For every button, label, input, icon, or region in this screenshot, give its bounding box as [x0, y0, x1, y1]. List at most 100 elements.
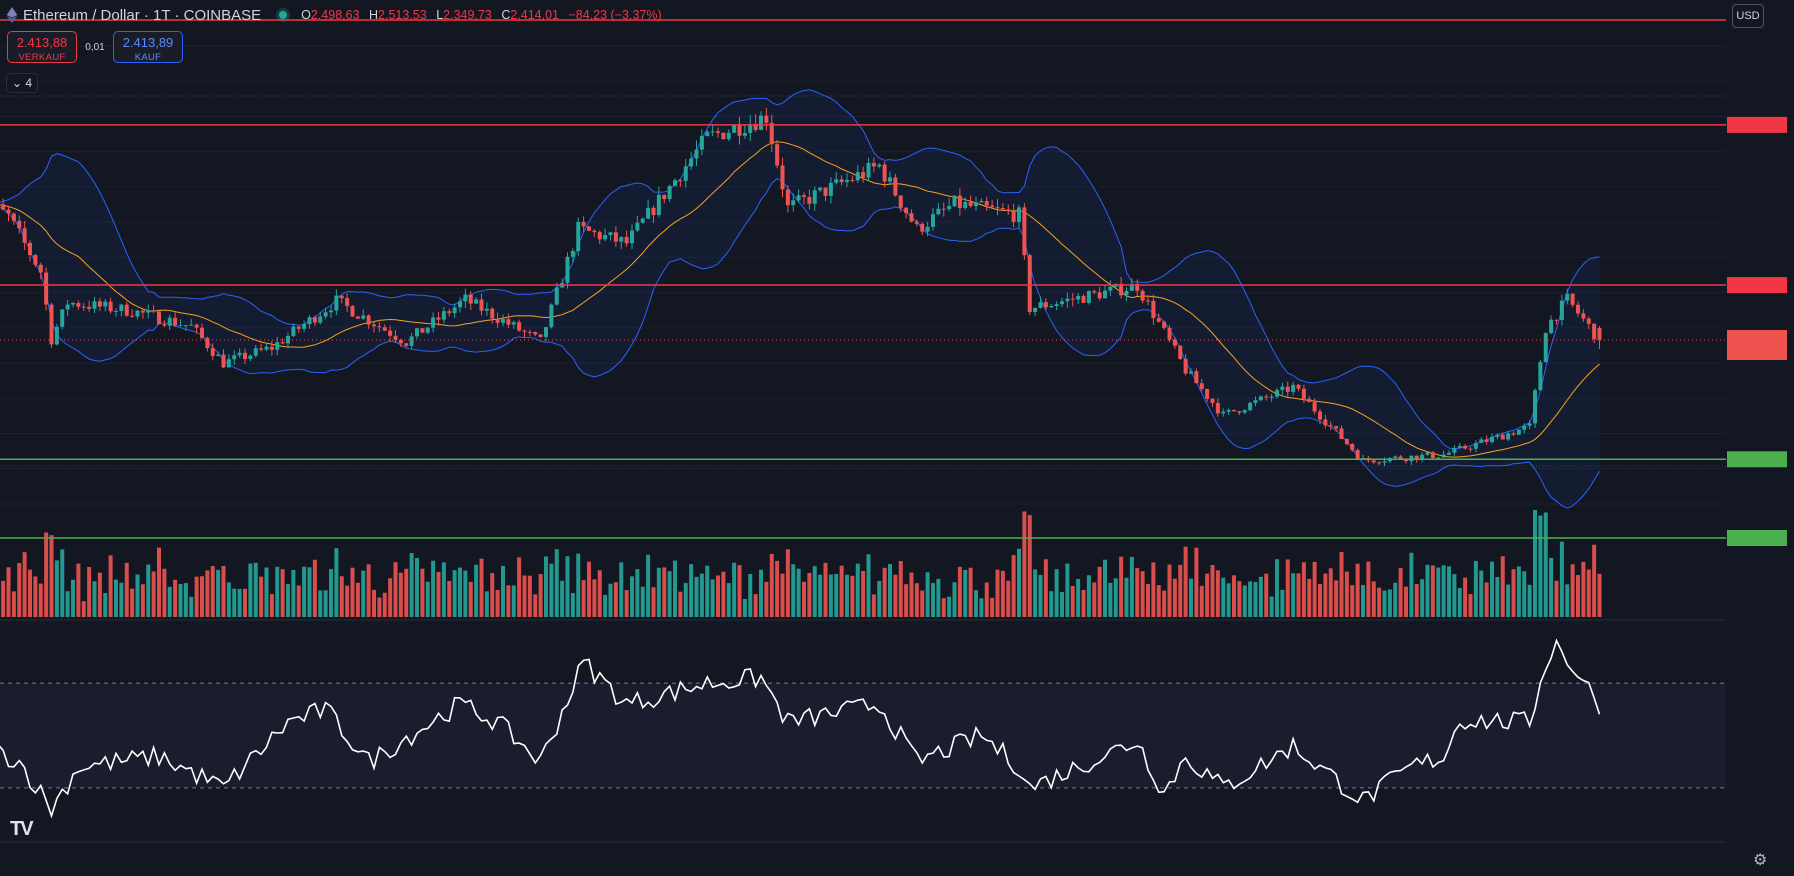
gear-icon[interactable]: ⚙ [1753, 852, 1768, 869]
volume-bar [828, 574, 833, 617]
volume-bar [361, 570, 366, 617]
buy-price: 2.413,89 [122, 35, 174, 50]
volume-bars [1, 509, 1602, 617]
volume-bar [1070, 585, 1075, 617]
candle-body [38, 264, 43, 273]
volume-bar [1, 580, 6, 617]
candle-body [893, 177, 898, 196]
candle-body [382, 327, 387, 331]
candle-body [1452, 447, 1457, 453]
volume-bar [1103, 559, 1107, 617]
volume-bar [264, 567, 269, 617]
candle-body [1597, 328, 1602, 340]
volume-bar [570, 592, 575, 617]
low-label: L [436, 8, 444, 22]
volume-bar [1511, 569, 1516, 617]
candle-body [216, 354, 221, 357]
volume-bar [479, 558, 484, 617]
volume-bar [565, 556, 570, 617]
candle-body [1140, 290, 1145, 301]
candle-body [167, 317, 172, 326]
volume-bar [764, 581, 769, 617]
candle-body [1301, 388, 1306, 399]
volume-bar [855, 563, 860, 617]
spread-value: 0,01 [85, 41, 105, 53]
candle-body [834, 179, 839, 183]
candle-body [1398, 456, 1403, 460]
candle-body [280, 342, 285, 344]
candle-body [791, 200, 796, 206]
candle-body [957, 195, 962, 208]
volume-bar [1242, 585, 1247, 617]
candle-body [603, 235, 608, 240]
volume-bar [1404, 586, 1408, 617]
candle-body [431, 317, 436, 328]
candle-body [501, 319, 505, 323]
candle-body [1033, 307, 1038, 313]
symbol-title[interactable]: Ethereum / Dollar · 1T · COINBASE [23, 6, 262, 24]
volume-bar [850, 575, 855, 617]
candle-body [81, 306, 86, 308]
candle-body [931, 214, 935, 227]
candle-body [866, 162, 871, 178]
volume-bar [1533, 509, 1537, 617]
candle-body [796, 195, 801, 201]
volume-bar [54, 560, 59, 617]
candle-body [11, 213, 16, 221]
currency-button[interactable]: USD [1732, 4, 1764, 28]
volume-bar [1414, 584, 1419, 617]
candle-body [909, 213, 914, 222]
volume-bar [484, 591, 489, 617]
volume-bar [630, 576, 634, 617]
volume-bar [1081, 589, 1086, 617]
volume-bar [415, 558, 419, 617]
sell-button[interactable]: 2.413,88 VERKAUF [7, 31, 77, 63]
candle-body [651, 207, 656, 216]
volume-bar [990, 597, 995, 617]
candle-body [705, 131, 710, 136]
candle-body [221, 354, 226, 368]
volume-bar [334, 548, 339, 617]
candle-body [732, 125, 737, 133]
volume-bar [474, 564, 479, 617]
volume-bar [495, 589, 500, 617]
volume-bar [1017, 548, 1021, 617]
volume-bar [1382, 590, 1387, 617]
candle-body [162, 324, 167, 326]
candle-body [1205, 389, 1210, 399]
volume-bar [44, 532, 49, 617]
candle-body [1355, 450, 1360, 459]
candle-body [1280, 386, 1285, 390]
candle-body [140, 310, 145, 313]
candle-body [522, 330, 527, 332]
volume-bar [1361, 585, 1365, 617]
change-value: −84,23 (−3,37%) [568, 8, 662, 22]
market-open-status-icon [279, 11, 288, 19]
candle-body [355, 316, 360, 319]
volume-bar [823, 562, 828, 617]
candle-body [1103, 290, 1107, 299]
volume-bar [291, 569, 296, 617]
candle-body [656, 194, 661, 216]
volume-bar [1285, 559, 1290, 617]
candle-body [570, 250, 575, 257]
candle-body [565, 256, 570, 283]
volume-bar [372, 589, 376, 617]
high-label: H [369, 8, 379, 22]
candle-body [576, 222, 581, 251]
indicators-toggle-button[interactable]: ⌄ 4 [6, 73, 38, 93]
volume-bar [866, 554, 871, 617]
candle-body [1253, 400, 1258, 403]
buy-button[interactable]: 2.413,89 KAUF [113, 31, 183, 63]
candle-body [312, 317, 317, 323]
candle-body [925, 226, 930, 232]
volume-bar [1522, 571, 1527, 617]
volume-bar [1129, 556, 1134, 617]
candle-body [785, 189, 790, 206]
candle-body [468, 294, 473, 304]
volume-bar [619, 562, 624, 617]
candle-body [60, 309, 65, 327]
candle-body [1543, 333, 1548, 363]
volume-bar [1570, 564, 1575, 617]
